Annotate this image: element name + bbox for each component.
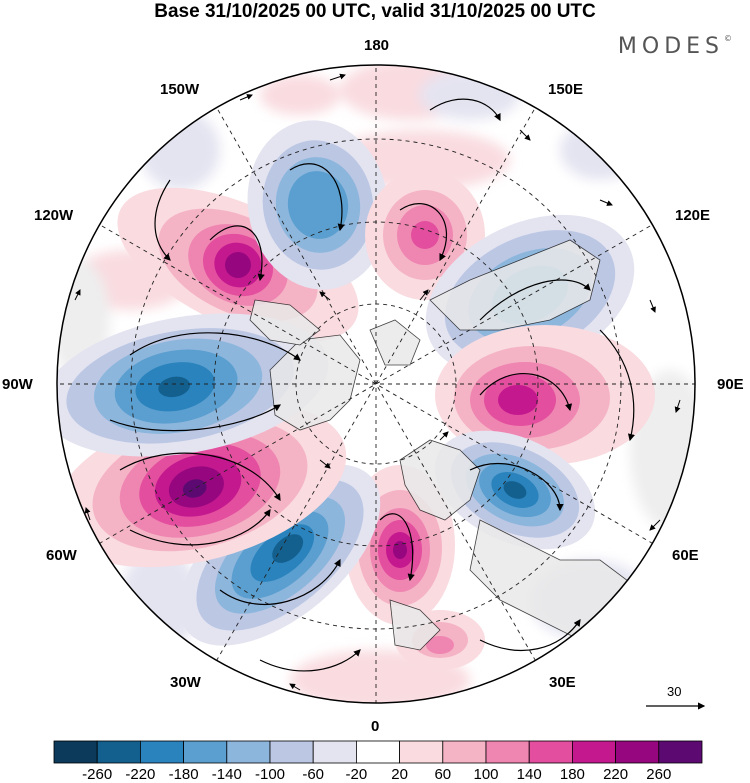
lon-label-120w: 120W (34, 207, 74, 224)
colorbar-swatch (399, 740, 444, 764)
colorbar-tick-label: -100 (254, 766, 286, 783)
colorbar-tick-label: 60 (434, 766, 452, 783)
colorbar-tick-label: -260 (82, 766, 113, 783)
colorbar-swatch (53, 740, 98, 764)
negative-center-60e (434, 430, 596, 550)
brand-text: MODES (617, 34, 724, 59)
map-title: Base 31/10/2025 00 UTC, valid 31/10/2025… (154, 1, 596, 22)
colorbar-swatch (96, 740, 141, 764)
map-disk (57, 65, 695, 703)
reference-vector-label: 30 (667, 684, 682, 699)
colorbar-swatch (269, 740, 314, 764)
lon-label-60e: 60E (672, 547, 699, 564)
lat-lon-grid (57, 65, 695, 703)
colorbar-swatch (183, 740, 228, 764)
continent-outlines (249, 239, 641, 651)
colorbar-tick-label: 140 (516, 766, 542, 783)
colorbar-swatch (312, 740, 357, 764)
map-boundary (56, 64, 696, 704)
colorbar-swatch (226, 740, 271, 764)
colorbar-swatch (355, 740, 400, 764)
lon-label-30e: 30E (549, 674, 576, 691)
colorbar-swatch (615, 740, 660, 764)
lon-label-60w: 60W (46, 547, 77, 564)
colorbar-tick-label: -220 (125, 766, 156, 783)
lon-label-90e: 90E (717, 376, 744, 393)
colorbar-tick-label: 20 (391, 766, 408, 783)
copyright-mark: © (724, 34, 732, 43)
negative-center-150w (247, 120, 389, 290)
colorbar-tick-label: -140 (211, 766, 242, 783)
negative-center-40w (179, 464, 381, 646)
colorbar (53, 740, 703, 764)
lon-label-0: 0 (371, 718, 380, 735)
colorbar-tick-label: 180 (559, 766, 585, 783)
colorbar-swatch (442, 740, 487, 764)
colorbar-swatch (485, 740, 530, 764)
lon-label-90w: 90W (2, 376, 33, 393)
streamlines (109, 98, 635, 672)
colorbar-swatch (140, 740, 185, 764)
colorbar-swatch (658, 740, 703, 764)
colorbar-tick-label: -20 (345, 766, 368, 783)
colorbar-tick-label: 220 (603, 766, 629, 783)
colorbar-tick-label: 260 (646, 766, 672, 783)
lon-label-150w: 150W (160, 81, 200, 98)
negative-center-90w (57, 313, 329, 457)
colorbar-tick-label: 100 (473, 766, 499, 783)
positive-center-120w (117, 187, 359, 343)
lon-label-120e: 120E (675, 207, 711, 224)
modes-logo: MODES© (618, 34, 732, 59)
lon-label-30w: 30W (170, 674, 201, 691)
lon-label-180: 180 (364, 37, 390, 54)
colorbar-swatch (528, 740, 573, 764)
lon-label-150e: 150E (548, 81, 584, 98)
colorbar-tick-label: -60 (302, 766, 325, 783)
colorbar-tick-label: -180 (168, 766, 199, 783)
colorbar-swatch (572, 740, 617, 764)
